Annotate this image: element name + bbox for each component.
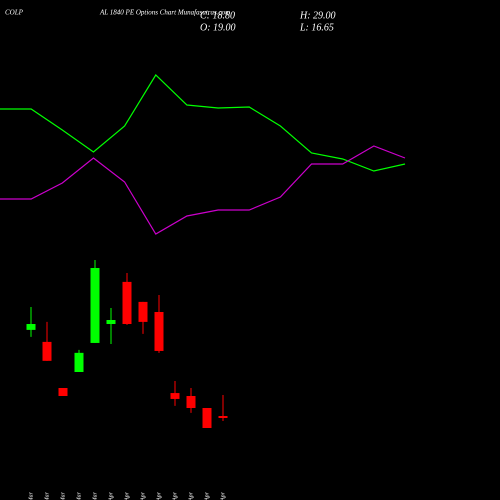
x-tick-label: 27 Mar bbox=[76, 491, 82, 500]
x-tick-label: 09 Apr bbox=[204, 491, 210, 500]
line-series bbox=[0, 74, 406, 172]
x-tick-label: 07 Apr bbox=[172, 491, 178, 500]
open-label: O: 19.00 bbox=[200, 22, 236, 33]
x-tick-label: 04 Apr bbox=[155, 491, 162, 500]
x-tick-label: 08 Apr bbox=[188, 491, 194, 500]
x-tick-label: 01 Apr bbox=[108, 491, 114, 500]
chart-title: COLP bbox=[5, 9, 24, 17]
candle-body bbox=[26, 324, 36, 330]
candle-body bbox=[106, 320, 116, 324]
low-label: L: 16.65 bbox=[299, 22, 334, 33]
x-tick-label: 02 Apr bbox=[124, 491, 130, 500]
candle-body bbox=[138, 301, 148, 322]
x-tick-label: 24 Mar bbox=[43, 491, 50, 500]
candle-body bbox=[90, 268, 100, 343]
x-tick-label: 25 Mar bbox=[60, 491, 66, 500]
candle-body bbox=[218, 416, 228, 418]
x-tick-label: 21 Mar bbox=[28, 491, 34, 500]
candle-body bbox=[154, 312, 164, 351]
x-tick-label: 28 Mar bbox=[92, 491, 98, 500]
x-tick-label: 11 Apr bbox=[220, 491, 226, 500]
x-tick-label: 03 Apr bbox=[140, 491, 146, 500]
candle-body bbox=[170, 393, 180, 399]
close-label: C: 18.80 bbox=[200, 10, 235, 21]
candle-body bbox=[202, 408, 212, 428]
candle-body bbox=[186, 396, 196, 408]
chart-subtitle: AL 1840 PE Options Chart Munafasutras.co… bbox=[99, 9, 230, 17]
candle-body bbox=[74, 352, 84, 372]
candle-body bbox=[42, 341, 52, 361]
candle-body bbox=[122, 281, 132, 324]
candle-body bbox=[58, 388, 68, 396]
line-series bbox=[0, 145, 406, 235]
high-label: H: 29.00 bbox=[299, 10, 336, 21]
